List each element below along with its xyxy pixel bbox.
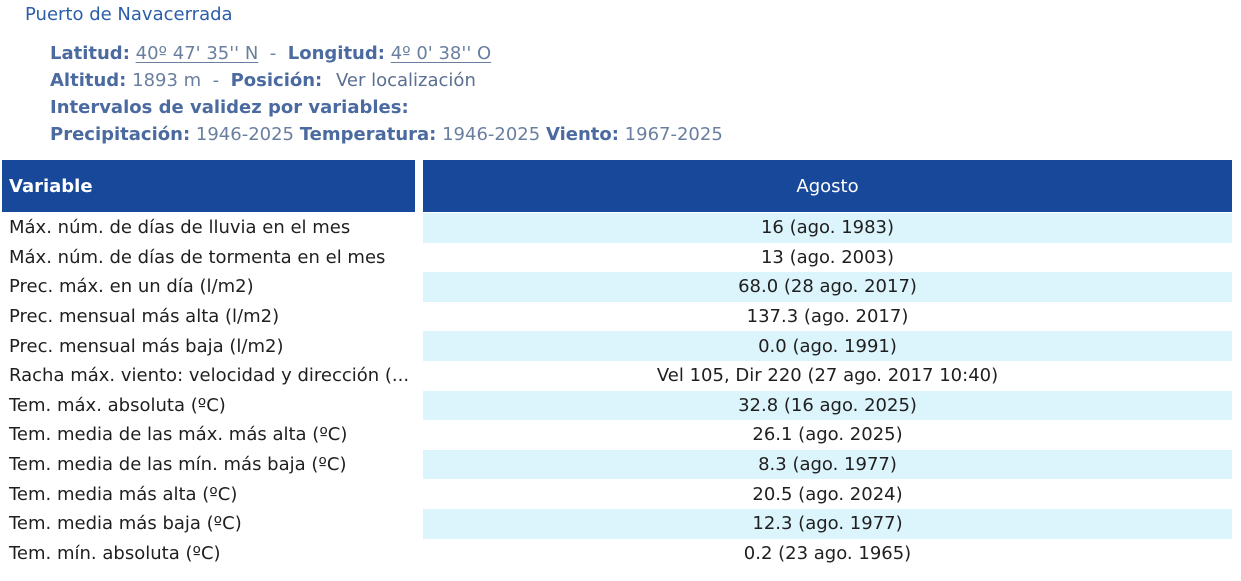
table-row: Tem. media más alta (ºC) 20.5 (ago. 2024) <box>2 479 1232 509</box>
wind-label: Viento: <box>545 124 619 145</box>
table-row: Racha máx. viento: velocidad y dirección… <box>2 360 1232 391</box>
column-gap <box>415 301 423 332</box>
latitude-label: Latitud: <box>50 43 130 64</box>
table-row: Máx. núm. de días de tormenta en el mes 1… <box>2 242 1232 273</box>
table-row: Prec. mensual más alta (l/m2) 137.3 (ago.… <box>2 301 1232 332</box>
precipitation-interval: 1946-2025 <box>195 124 295 145</box>
value-cell: Vel 105, Dir 220 (27 ago. 2017 10:40) <box>423 360 1232 391</box>
variable-cell: Máx. núm. de días de tormenta en el mes <box>2 242 415 273</box>
validity-values-line: Precipitación: 1946-2025 Temperatura: 19… <box>50 121 723 148</box>
value-cell: 0.0 (ago. 1991) <box>423 331 1232 361</box>
column-gap <box>415 420 423 450</box>
value-cell: 8.3 (ago. 1977) <box>423 449 1232 480</box>
value-cell: 68.0 (28 ago. 2017) <box>423 272 1232 302</box>
longitude-label: Longitud: <box>287 43 385 64</box>
column-gap <box>415 331 423 361</box>
value-cell: 16 (ago. 1983) <box>423 213 1232 243</box>
view-location-link[interactable]: Ver localización <box>336 70 476 91</box>
value-cell: 32.8 (16 ago. 2025) <box>423 390 1232 421</box>
station-name-link[interactable]: Puerto de Navacerrada <box>25 4 233 25</box>
column-gap <box>415 508 423 539</box>
position-label: Posición: <box>230 70 323 91</box>
temperature-interval: 1946-2025 <box>442 124 541 145</box>
variable-cell: Racha máx. viento: velocidad y dirección… <box>2 360 415 391</box>
wind-interval: 1967-2025 <box>624 124 723 145</box>
altitude-line: Altitud: 1893 m - Posición: Ver localiza… <box>50 67 723 94</box>
table-row: Tem. máx. absoluta (ºC) 32.8 (16 ago. 202… <box>2 390 1232 421</box>
variable-cell: Prec. máx. en un día (l/m2) <box>2 272 415 302</box>
table-header-row: Variable Agosto <box>2 160 1232 213</box>
variable-cell: Tem. media más baja (ºC) <box>2 508 415 539</box>
precipitation-label: Precipitación: <box>50 124 191 145</box>
column-gap <box>415 242 423 273</box>
separator: - <box>201 70 231 91</box>
separator: - <box>264 43 282 64</box>
variable-cell: Máx. núm. de días de lluvia en el mes <box>2 213 415 243</box>
coordinates-line: Latitud: 40º 47' 35'' N - Longitud: 4º 0… <box>50 40 723 67</box>
station-info: Latitud: 40º 47' 35'' N - Longitud: 4º 0… <box>50 40 723 148</box>
altitude-value: 1893 m <box>132 70 202 91</box>
variable-cell: Prec. mensual más baja (l/m2) <box>2 331 415 361</box>
table-row: Prec. máx. en un día (l/m2) 68.0 (28 ago.… <box>2 272 1232 302</box>
variable-cell: Prec. mensual más alta (l/m2) <box>2 301 415 332</box>
value-cell: 13 (ago. 2003) <box>423 242 1232 273</box>
column-gap <box>415 272 423 302</box>
variable-cell: Tem. media de las máx. más alta (ºC) <box>2 420 415 450</box>
table-body: Máx. núm. de días de lluvia en el mes 16 … <box>2 213 1232 569</box>
table-row: Tem. media de las máx. más alta (ºC) 26.1… <box>2 420 1232 450</box>
variable-cell: Tem. máx. absoluta (ºC) <box>2 390 415 421</box>
validity-intervals-label: Intervalos de validez por variables: <box>50 97 409 118</box>
longitude-value[interactable]: 4º 0' 38'' O <box>390 43 492 64</box>
column-gap <box>415 390 423 421</box>
column-gap <box>415 360 423 391</box>
column-gap <box>415 160 423 213</box>
column-gap <box>415 449 423 480</box>
value-cell: 26.1 (ago. 2025) <box>423 420 1232 450</box>
column-gap <box>415 479 423 509</box>
validity-heading-line: Intervalos de validez por variables: <box>50 94 723 121</box>
column-gap <box>415 213 423 243</box>
variable-cell: Tem. media de las mín. más baja (ºC) <box>2 449 415 480</box>
altitude-label: Altitud: <box>50 70 127 91</box>
value-cell: 20.5 (ago. 2024) <box>423 479 1232 509</box>
temperature-label: Temperatura: <box>299 124 437 145</box>
variable-cell: Tem. mín. absoluta (ºC) <box>2 538 415 569</box>
table-row: Tem. media más baja (ºC) 12.3 (ago. 1977) <box>2 508 1232 539</box>
column-gap <box>415 538 423 569</box>
column-header-month: Agosto <box>423 160 1232 213</box>
column-header-variable: Variable <box>2 160 415 213</box>
table-row: Tem. media de las mín. más baja (ºC) 8.3 … <box>2 449 1232 480</box>
table-row: Prec. mensual más baja (l/m2) 0.0 (ago. 1… <box>2 331 1232 361</box>
variable-cell: Tem. media más alta (ºC) <box>2 479 415 509</box>
value-cell: 137.3 (ago. 2017) <box>423 301 1232 332</box>
table-row: Máx. núm. de días de lluvia en el mes 16 … <box>2 213 1232 243</box>
extremes-table: Variable Agosto Máx. núm. de días de llu… <box>2 160 1232 569</box>
value-cell: 12.3 (ago. 1977) <box>423 508 1232 539</box>
table-row: Tem. mín. absoluta (ºC) 0.2 (23 ago. 1965… <box>2 538 1232 569</box>
latitude-value[interactable]: 40º 47' 35'' N <box>135 43 259 64</box>
value-cell: 0.2 (23 ago. 1965) <box>423 538 1232 569</box>
